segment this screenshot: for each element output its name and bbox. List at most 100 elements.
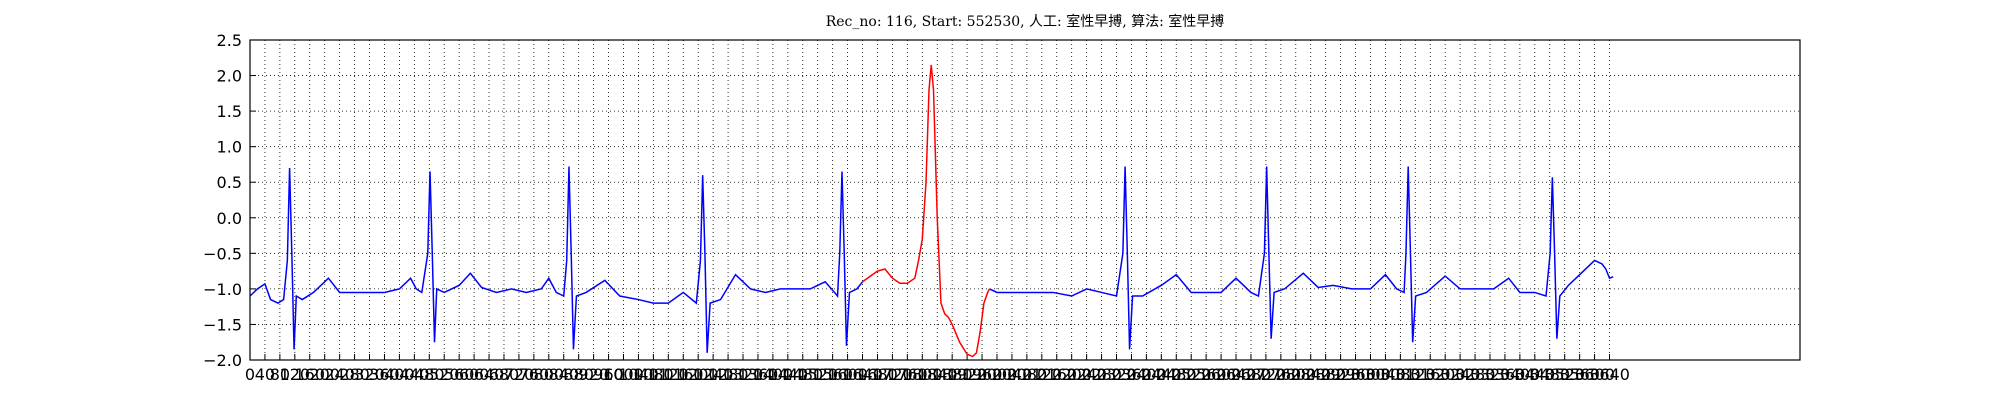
x-tick-label: 160 — [294, 365, 325, 384]
y-tick-label: 2.5 — [217, 31, 242, 50]
x-tick-label: 3240 — [1440, 365, 1481, 384]
ecg-line — [989, 166, 1614, 350]
x-tick-label: 1960 — [962, 365, 1003, 384]
x-tick-label: 1400 — [753, 365, 794, 384]
x-tick-label: 2400 — [1126, 365, 1167, 384]
x-tick-label: 3160 — [1410, 365, 1451, 384]
x-tick-label: 1920 — [947, 365, 988, 384]
x-tick-label: 520 — [429, 365, 460, 384]
x-tick-label: 3600 — [1574, 365, 1615, 384]
x-tick-label: 1720 — [872, 365, 913, 384]
x-tick-label: 2640 — [1216, 365, 1257, 384]
x-tick-label: 2680 — [1231, 365, 1272, 384]
x-tick-label: 880 — [563, 365, 594, 384]
x-tick-label: 2320 — [1096, 365, 1137, 384]
x-tick-label: 2360 — [1111, 365, 1152, 384]
x-tick-label: 3320 — [1470, 365, 1511, 384]
x-tick-label: 2520 — [1171, 365, 1212, 384]
plot-frame — [249, 39, 1801, 361]
x-tick-label: 2280 — [1081, 365, 1122, 384]
x-tick-label: 1040 — [618, 365, 659, 384]
x-tick-label: 2240 — [1066, 365, 1107, 384]
x-tick-label: 2600 — [1201, 365, 1242, 384]
ecg-line — [862, 64, 991, 358]
x-tick-label: 3280 — [1455, 365, 1496, 384]
x-tick-label: 3560 — [1559, 365, 1600, 384]
x-tick-label: 2000 — [977, 365, 1018, 384]
x-tick-label: 1520 — [797, 365, 838, 384]
x-tick-label: 1680 — [857, 365, 898, 384]
x-tick-label: 2800 — [1275, 365, 1316, 384]
x-tick-label: 320 — [354, 365, 385, 384]
x-tick-label: 800 — [534, 365, 565, 384]
x-tick-label: 720 — [504, 365, 535, 384]
x-tick-label: 1120 — [648, 365, 689, 384]
ecg-line — [249, 166, 864, 353]
chart-title: Rec_no: 116, Start: 552530, 人工: 室性早搏, 算法… — [826, 13, 1225, 30]
x-tick-label: 3200 — [1425, 365, 1466, 384]
y-tick-label: 1.5 — [217, 102, 242, 121]
y-tick-label: −0.5 — [203, 244, 242, 263]
x-tick-label: 0 — [245, 365, 255, 384]
x-tick-label: 40 — [255, 365, 275, 384]
x-tick-label: 2840 — [1290, 365, 1331, 384]
x-tick-label: 3120 — [1395, 365, 1436, 384]
x-tick-label: 1360 — [738, 365, 779, 384]
x-tick-label: 2120 — [1021, 365, 1062, 384]
y-tick-label: 2.0 — [217, 67, 242, 86]
x-tick-label: 1840 — [917, 365, 958, 384]
x-tick-label: 1880 — [932, 365, 973, 384]
x-tick-label: 3040 — [1365, 365, 1406, 384]
x-tick-label: 680 — [489, 365, 520, 384]
y-tick-label: −1.5 — [203, 315, 242, 334]
x-tick-label: 120 — [280, 365, 311, 384]
x-tick-label: 1560 — [812, 365, 853, 384]
x-tick-label: 360 — [369, 365, 400, 384]
x-tick-label: 3520 — [1544, 365, 1585, 384]
x-tick-label: 2080 — [1007, 365, 1048, 384]
x-tick-label: 960 — [593, 365, 624, 384]
x-tick-label: 1760 — [887, 365, 928, 384]
x-tick-label: 200 — [309, 365, 340, 384]
y-tick-label: −2.0 — [203, 351, 242, 370]
x-tick-label: 80 — [270, 365, 290, 384]
x-tick-label: 3000 — [1350, 365, 1391, 384]
x-tick-label: 3360 — [1485, 365, 1526, 384]
x-tick-label: 760 — [519, 365, 550, 384]
x-tick-label: 2920 — [1320, 365, 1361, 384]
x-tick-label: 480 — [414, 365, 445, 384]
x-tick-label: 2720 — [1246, 365, 1287, 384]
x-tick-label: 2160 — [1036, 365, 1077, 384]
x-tick-label: 1240 — [693, 365, 734, 384]
x-tick-label: 1640 — [842, 365, 883, 384]
x-tick-label: 1080 — [633, 365, 674, 384]
x-tick-label: 280 — [339, 365, 370, 384]
x-tick-label: 1480 — [782, 365, 823, 384]
x-tick-label: 640 — [474, 365, 505, 384]
x-tick-label: 560 — [444, 365, 475, 384]
x-tick-label: 3440 — [1514, 365, 1555, 384]
x-tick-label: 240 — [324, 365, 355, 384]
y-tick-label: 0.5 — [217, 173, 242, 192]
x-tick-label: 3080 — [1380, 365, 1421, 384]
x-tick-label: 1320 — [723, 365, 764, 384]
x-tick-label: 3640 — [1589, 365, 1630, 384]
x-tick-label: 440 — [399, 365, 430, 384]
x-tick-label: 2440 — [1141, 365, 1182, 384]
x-tick-label: 2480 — [1156, 365, 1197, 384]
x-tick-label: 1000 — [603, 365, 644, 384]
y-tick-label: −1.0 — [203, 280, 242, 299]
x-tick-label: 2760 — [1260, 365, 1301, 384]
x-tick-label: 840 — [548, 365, 579, 384]
x-tick-label: 1200 — [678, 365, 719, 384]
x-tick-label: 2960 — [1335, 365, 1376, 384]
x-tick-label: 920 — [578, 365, 609, 384]
x-tick-label: 3400 — [1500, 365, 1541, 384]
x-tick-label: 3480 — [1529, 365, 1570, 384]
x-tick-label: 1440 — [767, 365, 808, 384]
y-tick-label: 1.0 — [217, 138, 242, 157]
x-tick-label: 2200 — [1051, 365, 1092, 384]
y-tick-label: 0.0 — [217, 209, 242, 228]
